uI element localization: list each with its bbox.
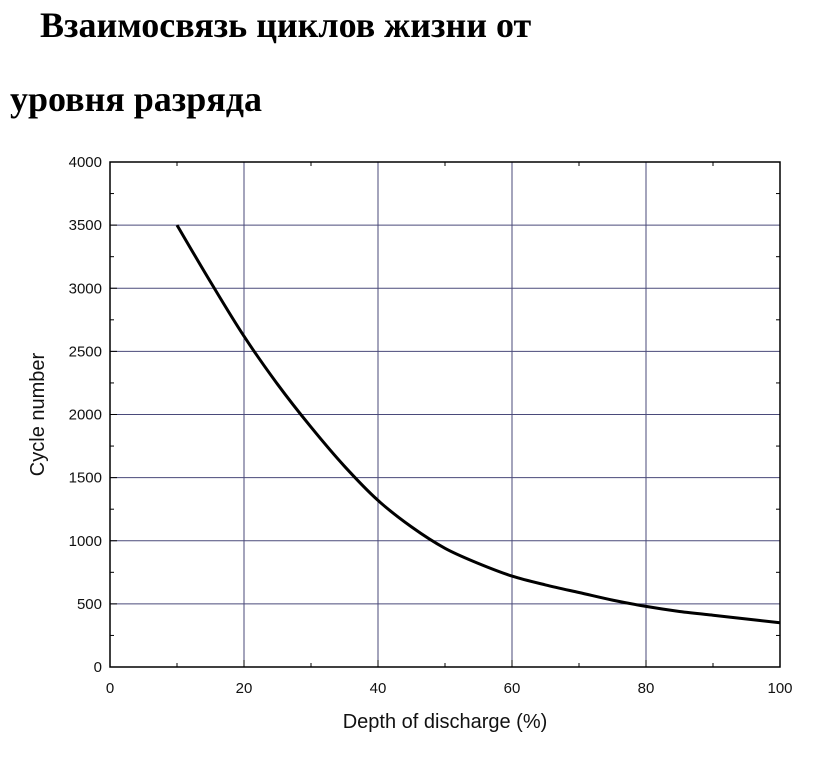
series-line-0 xyxy=(175,224,781,625)
y-tick-label: 4000 xyxy=(69,154,102,171)
minor-ticks xyxy=(110,162,780,667)
chart-title-line-1: Взаимосвязь циклов жизни от xyxy=(40,5,532,45)
x-tick-label: 40 xyxy=(370,680,387,697)
x-tick-label: 20 xyxy=(236,680,253,697)
y-tick-label: 0 xyxy=(94,659,102,676)
x-tick-label: 80 xyxy=(638,680,655,697)
grid-lines xyxy=(110,162,780,667)
x-axis-ticks: 0 20 40 60 80 100 xyxy=(106,660,793,697)
chart-title-line-2: уровня разряда xyxy=(10,79,262,119)
y-tick-label: 3000 xyxy=(69,280,102,297)
y-tick-label: 2000 xyxy=(69,407,102,424)
y-axis-ticks: 0 500 1000 1500 2000 2500 3000 3500 4000 xyxy=(69,154,117,676)
x-tick-label: 60 xyxy=(504,680,521,697)
y-tick-label: 500 xyxy=(77,596,102,613)
x-tick-label: 0 xyxy=(106,680,114,697)
y-tick-label: 1500 xyxy=(69,470,102,487)
y-tick-label: 1000 xyxy=(69,533,102,550)
x-tick-label: 100 xyxy=(767,680,792,697)
x-axis-label: Depth of discharge (%) xyxy=(343,711,548,733)
series-layer xyxy=(175,224,781,625)
plot-frame xyxy=(109,161,781,668)
y-axis-label: Cycle number xyxy=(27,352,49,476)
y-tick-label: 3500 xyxy=(69,217,102,234)
y-tick-label: 2500 xyxy=(69,343,102,360)
